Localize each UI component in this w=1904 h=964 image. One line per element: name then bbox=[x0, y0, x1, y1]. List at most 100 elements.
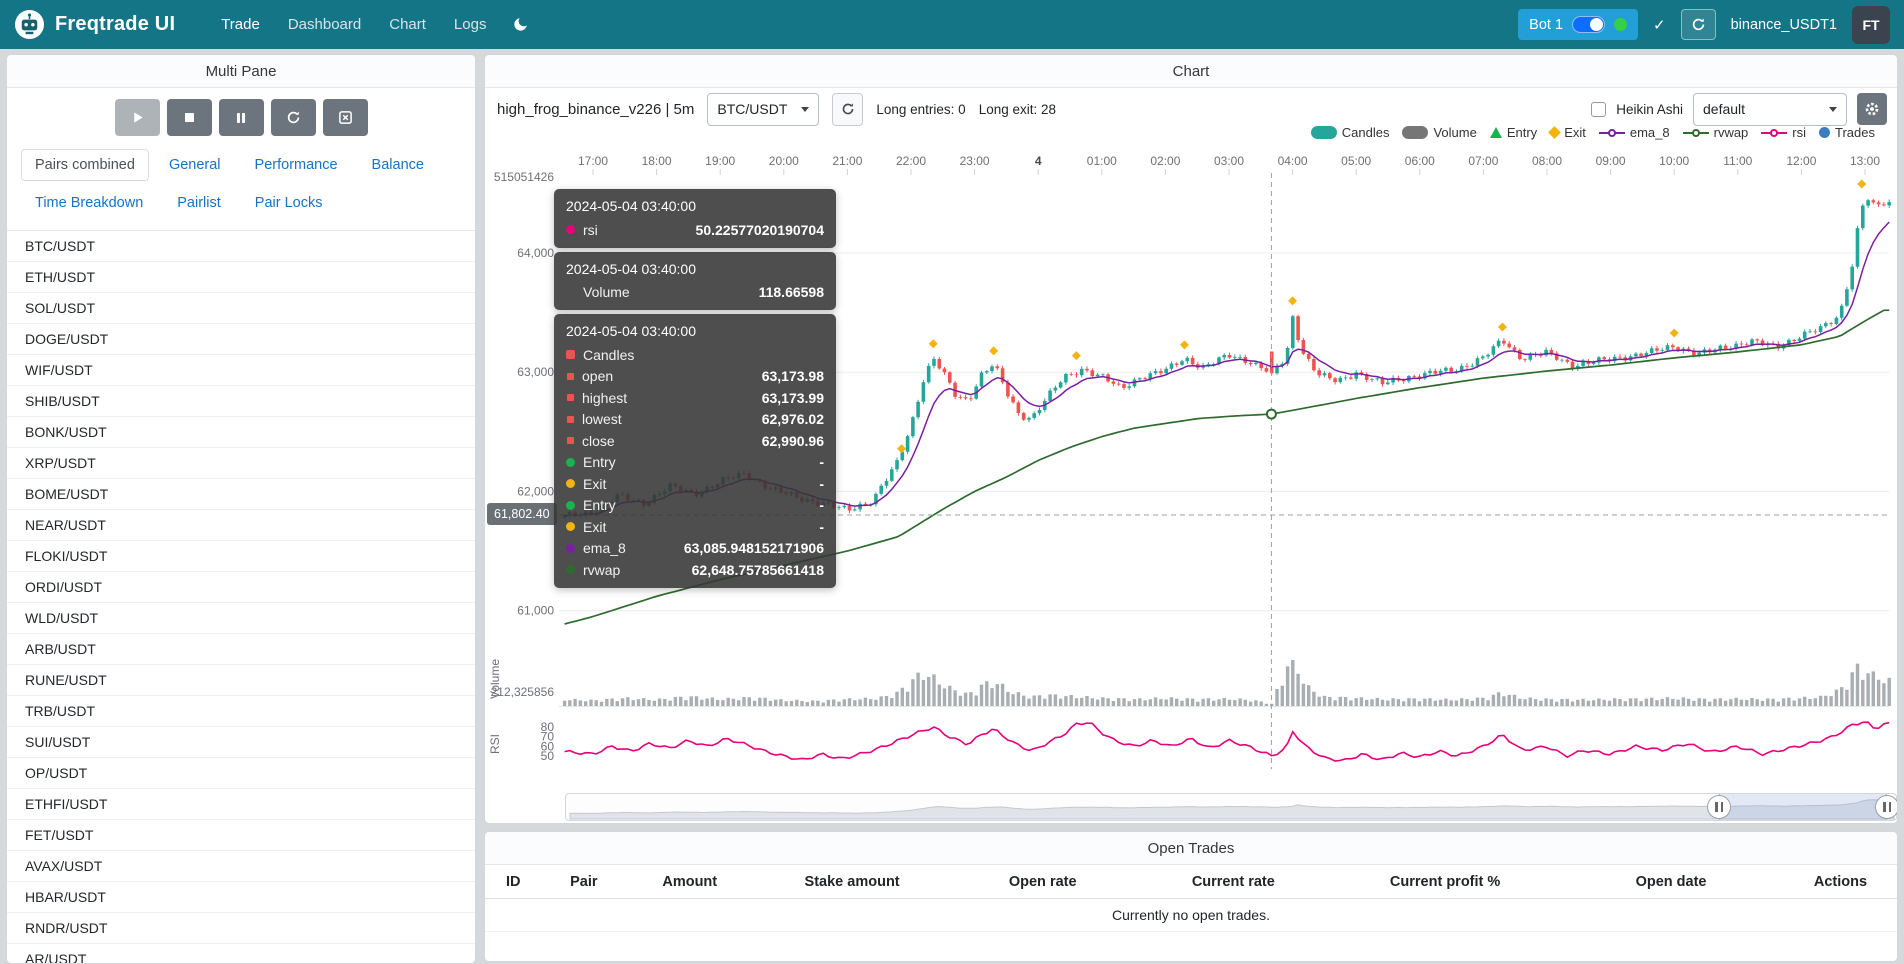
pair-list-item[interactable]: DOGE/USDT bbox=[7, 324, 475, 355]
pair-list-item[interactable]: WIF/USDT bbox=[7, 355, 475, 386]
chart-legend: Candles Volume Entry Exit ema_8 rvwap rsi Trade… bbox=[1311, 125, 1875, 140]
stop-button[interactable] bbox=[167, 99, 212, 136]
datazoom-left-handle[interactable] bbox=[1707, 795, 1731, 819]
legend-label: rsi bbox=[1792, 125, 1806, 140]
legend-item-rvwap[interactable]: rvwap bbox=[1683, 125, 1749, 140]
theme-toggle-icon[interactable] bbox=[512, 16, 529, 33]
svg-text:08:00: 08:00 bbox=[1532, 154, 1562, 168]
x-square-icon bbox=[338, 110, 353, 125]
rsi-marker-icon bbox=[566, 225, 575, 234]
nav-link-dashboard[interactable]: Dashboard bbox=[288, 16, 361, 33]
pair-list-item[interactable]: FET/USDT bbox=[7, 820, 475, 851]
heikin-ashi-checkbox[interactable] bbox=[1591, 102, 1606, 117]
pair-list-item[interactable]: NEAR/USDT bbox=[7, 510, 475, 541]
pair-list-item[interactable]: AR/USDT bbox=[7, 944, 475, 964]
pair-list-item[interactable]: TRB/USDT bbox=[7, 696, 475, 727]
tab-pair-locks[interactable]: Pair Locks bbox=[241, 187, 337, 219]
datazoom-window[interactable] bbox=[1719, 794, 1887, 820]
bot-toggle[interactable] bbox=[1572, 16, 1605, 33]
pair-list-item[interactable]: AVAX/USDT bbox=[7, 851, 475, 882]
datazoom-right-handle[interactable] bbox=[1875, 795, 1898, 819]
pair-list-item[interactable]: SOL/USDT bbox=[7, 293, 475, 324]
datazoom-slider[interactable] bbox=[565, 793, 1897, 821]
plot-configurator-gear-button[interactable] bbox=[1857, 93, 1887, 125]
tab-general[interactable]: General bbox=[155, 149, 235, 181]
tooltip-row-highest: highest63,173.99 bbox=[566, 387, 824, 409]
chart-refresh-button[interactable] bbox=[832, 93, 863, 126]
entry-marker-icon bbox=[566, 501, 575, 510]
svg-text:61,000: 61,000 bbox=[517, 604, 554, 618]
pair-list-item[interactable]: FLOKI/USDT bbox=[7, 541, 475, 572]
legend-label: Trades bbox=[1835, 125, 1875, 140]
svg-text:09:00: 09:00 bbox=[1596, 154, 1626, 168]
svg-text:17:00: 17:00 bbox=[578, 154, 608, 168]
nav-link-trade[interactable]: Trade bbox=[221, 16, 260, 33]
trades-legend-marker-icon bbox=[1819, 127, 1830, 138]
tooltip-section: 2024-05-04 03:40:00Candlesopen63,173.98h… bbox=[554, 314, 836, 588]
pair-select[interactable]: BTC/USDT bbox=[707, 93, 819, 126]
plot-config-select-value: default bbox=[1703, 101, 1745, 117]
svg-text:64,000: 64,000 bbox=[517, 246, 554, 260]
column-header-pair: Pair bbox=[541, 865, 626, 899]
chart-right-controls: Heikin Ashi default bbox=[1591, 93, 1887, 126]
exit-marker-icon bbox=[566, 479, 575, 488]
pair-list-item[interactable]: WLD/USDT bbox=[7, 603, 475, 634]
tooltip-value: 50.22577020190704 bbox=[696, 222, 824, 238]
datazoom-data-shadow bbox=[566, 794, 1898, 822]
tooltip-value: 63,173.99 bbox=[762, 390, 824, 406]
multi-pane-tabs-row1: Pairs combinedGeneralPerformanceBalance bbox=[7, 146, 475, 184]
tooltip-row-open: open63,173.98 bbox=[566, 366, 824, 388]
plot-config-select[interactable]: default bbox=[1693, 93, 1847, 126]
svg-text:19:00: 19:00 bbox=[705, 154, 735, 168]
tab-pairlist[interactable]: Pairlist bbox=[163, 187, 235, 219]
legend-item-entry[interactable]: Entry bbox=[1490, 125, 1537, 140]
pair-list-item[interactable]: ORDI/USDT bbox=[7, 572, 475, 603]
pair-list-item[interactable]: BONK/USDT bbox=[7, 417, 475, 448]
entry-marker-icon bbox=[566, 458, 575, 467]
legend-item-volume[interactable]: Volume bbox=[1402, 125, 1476, 140]
tab-performance[interactable]: Performance bbox=[241, 149, 352, 181]
avatar[interactable]: FT bbox=[1852, 6, 1890, 44]
bot-selector[interactable]: Bot 1 bbox=[1518, 9, 1638, 40]
empty-trades-message: Currently no open trades. bbox=[485, 899, 1897, 932]
tooltip-datetime: 2024-05-04 03:40:00 bbox=[566, 261, 824, 277]
tab-balance[interactable]: Balance bbox=[358, 149, 438, 181]
pair-list-item[interactable]: RUNE/USDT bbox=[7, 665, 475, 696]
pair-list-item[interactable]: SHIB/USDT bbox=[7, 386, 475, 417]
pair-list-item[interactable]: OP/USDT bbox=[7, 758, 475, 789]
pair-list-item[interactable]: ETH/USDT bbox=[7, 262, 475, 293]
svg-text:10:00: 10:00 bbox=[1659, 154, 1689, 168]
svg-text:07:00: 07:00 bbox=[1468, 154, 1498, 168]
nav-link-chart[interactable]: Chart bbox=[389, 16, 426, 33]
pair-list-item[interactable]: BOME/USDT bbox=[7, 479, 475, 510]
svg-text:02:00: 02:00 bbox=[1150, 154, 1180, 168]
toggle-knob bbox=[1590, 18, 1603, 31]
tab-time-breakdown[interactable]: Time Breakdown bbox=[21, 187, 157, 219]
strategy-timeframe-label: high_frog_binance_v226 | 5m bbox=[497, 101, 694, 118]
pair-list-item[interactable]: HBAR/USDT bbox=[7, 882, 475, 913]
pair-list-item[interactable]: BTC/USDT bbox=[7, 231, 475, 262]
tooltip-row-volume: Volume118.66598 bbox=[566, 282, 824, 304]
tab-pairs-combined[interactable]: Pairs combined bbox=[21, 149, 149, 181]
axis-pointer-price-label: 61,802.40 bbox=[487, 503, 557, 525]
column-header-amount: Amount bbox=[626, 865, 753, 899]
start-button[interactable] bbox=[115, 99, 160, 136]
legend-item-candles[interactable]: Candles bbox=[1311, 125, 1390, 140]
legend-item-trades[interactable]: Trades bbox=[1819, 125, 1875, 140]
pause-button[interactable] bbox=[219, 99, 264, 136]
pair-list-item[interactable]: ARB/USDT bbox=[7, 634, 475, 665]
legend-item-rsi[interactable]: rsi bbox=[1761, 125, 1806, 140]
autorefresh-check-icon[interactable]: ✓ bbox=[1653, 16, 1666, 34]
nav-link-logs[interactable]: Logs bbox=[454, 16, 487, 33]
pair-list-item[interactable]: SUI/USDT bbox=[7, 727, 475, 758]
heikin-ashi-label: Heikin Ashi bbox=[1616, 102, 1683, 117]
cancel-open-orders-button[interactable] bbox=[323, 99, 368, 136]
reload-config-button[interactable] bbox=[271, 99, 316, 136]
legend-item-ema_8[interactable]: ema_8 bbox=[1599, 125, 1670, 140]
legend-item-exit[interactable]: Exit bbox=[1550, 125, 1586, 140]
tooltip-value: 62,990.96 bbox=[762, 433, 824, 449]
pair-list-item[interactable]: XRP/USDT bbox=[7, 448, 475, 479]
pair-list-item[interactable]: ETHFI/USDT bbox=[7, 789, 475, 820]
pair-list-item[interactable]: RNDR/USDT bbox=[7, 913, 475, 944]
global-refresh-button[interactable] bbox=[1681, 9, 1716, 40]
